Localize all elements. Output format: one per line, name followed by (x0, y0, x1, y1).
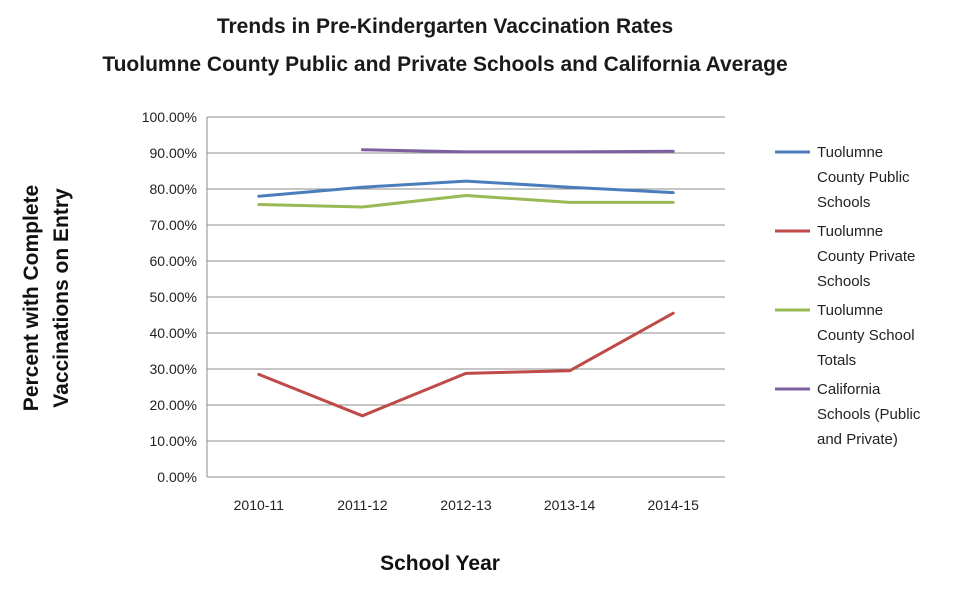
grid-lines (206, 116, 725, 478)
series-line-3 (257, 193, 675, 209)
legend-label-2: Tuolumne (817, 223, 883, 240)
y-tick-label: 50.00% (150, 289, 197, 305)
x-axis-title: School Year (380, 552, 500, 575)
x-axis-tick-labels: 2010-11 2011-12 2012-13 2013-14 2014-15 (234, 497, 699, 513)
y-tick-label: 0.00% (157, 469, 197, 485)
legend-label-4: and Private) (817, 431, 898, 448)
y-tick-label: 20.00% (150, 397, 197, 413)
y-tick-label: 70.00% (150, 217, 197, 233)
chart-title: Trends in Pre-Kindergarten Vaccination R… (102, 15, 787, 76)
y-tick-label: 10.00% (150, 433, 197, 449)
y-tick-label: 100.00% (142, 109, 197, 125)
y-tick-label: 40.00% (150, 325, 197, 341)
chart-title-line-2: Tuolumne County Public and Private Schoo… (102, 53, 787, 76)
x-tick-label: 2012-13 (440, 497, 492, 513)
y-tick-label: 80.00% (150, 181, 197, 197)
chart-title-line-1: Trends in Pre-Kindergarten Vaccination R… (217, 15, 673, 38)
legend-label-1: Tuolumne (817, 144, 883, 161)
legend-label-2: Schools (817, 273, 870, 290)
y-axis-title-line-2: Vaccinations on Entry (50, 188, 73, 408)
legend: Tuolumne County Public Schools Tuolumne Coun… (775, 144, 921, 448)
y-tick-label: 90.00% (150, 145, 197, 161)
legend-label-2: County Private (817, 248, 915, 265)
legend-label-4: California (817, 381, 881, 398)
legend-label-1: Schools (817, 194, 870, 211)
legend-label-1: County Public (817, 169, 910, 186)
legend-label-3: County School (817, 327, 915, 344)
legend-label-4: Schools (Public (817, 406, 921, 423)
legend-label-3: Totals (817, 352, 856, 369)
series-line-1 (257, 179, 675, 198)
x-tick-label: 2010-11 (234, 497, 285, 513)
y-axis-title-line-1: Percent with Complete (20, 185, 43, 411)
series-lines (257, 148, 675, 418)
x-tick-label: 2011-12 (337, 497, 388, 513)
x-tick-label: 2014-15 (648, 497, 700, 513)
x-tick-label: 2013-14 (544, 497, 596, 513)
y-tick-label: 30.00% (150, 361, 197, 377)
series-line-2 (257, 311, 675, 418)
series-line-4 (360, 148, 675, 154)
y-axis-tick-labels: 0.00% 10.00% 20.00% 30.00% 40.00% 50.00% 60.00… (142, 109, 197, 485)
y-tick-label: 60.00% (150, 253, 197, 269)
legend-label-3: Tuolumne (817, 302, 883, 319)
y-axis-title: Percent with Complete Vaccinations on En… (20, 185, 73, 411)
